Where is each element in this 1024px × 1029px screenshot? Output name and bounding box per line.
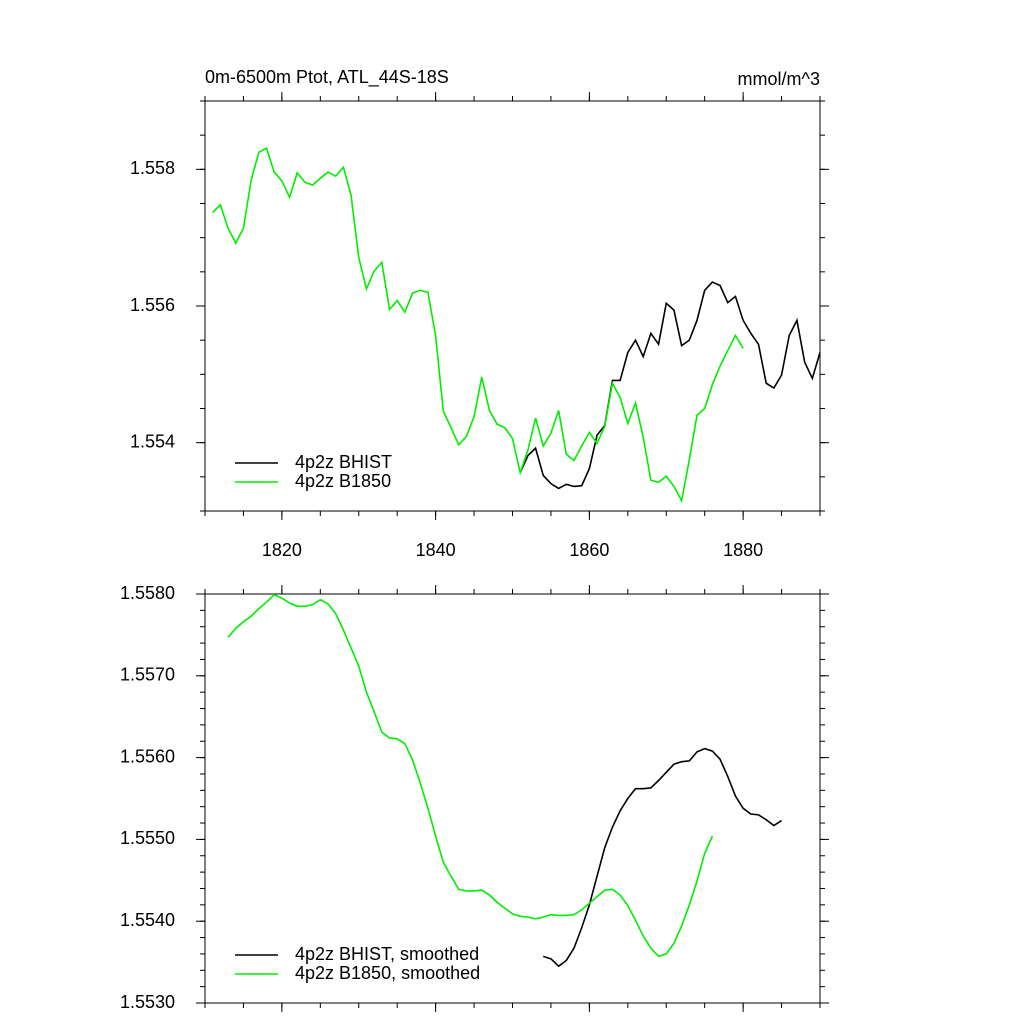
legend-label: 4p2z BHIST	[295, 452, 392, 472]
y-tick-label: 1.5530	[120, 992, 175, 1012]
y-tick-label: 1.554	[130, 431, 175, 451]
x-tick-label: 1820	[262, 540, 302, 560]
data-line	[519, 281, 821, 490]
plot-frame	[204, 100, 821, 512]
y-tick-label: 1.5550	[120, 828, 175, 848]
y-tick-label: 1.556	[130, 295, 175, 315]
data-line	[212, 146, 744, 504]
x-tick-label: 1860	[569, 540, 609, 560]
legend-label: 4p2z B1850	[295, 471, 391, 491]
y-tick-label: 1.5560	[120, 746, 175, 766]
x-tick-label: 1880	[723, 540, 763, 560]
x-tick-label: 1840	[416, 540, 456, 560]
legend-label: 4p2z B1850, smoothed	[295, 963, 480, 983]
data-line	[227, 593, 714, 958]
y-tick-label: 1.558	[130, 158, 175, 178]
y-tick-label: 1.5540	[120, 910, 175, 930]
units-label: mmol/m^3	[738, 69, 820, 89]
legend-label: 4p2z BHIST, smoothed	[295, 944, 479, 964]
chart-title: 0m-6500m Ptot, ATL_44S-18S	[205, 67, 449, 88]
y-tick-label: 1.5580	[120, 583, 175, 603]
plot-frame	[204, 593, 821, 1004]
y-tick-label: 1.5570	[120, 665, 175, 685]
data-line	[543, 747, 782, 968]
